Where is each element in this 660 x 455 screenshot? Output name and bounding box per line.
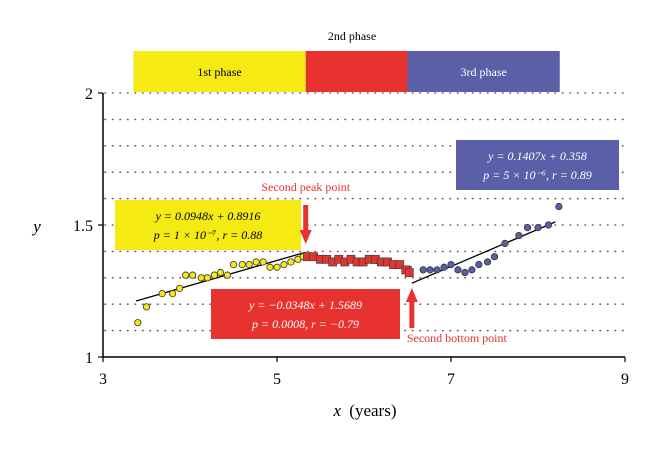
phase-label-3: 3rd phase <box>460 65 506 79</box>
data-point <box>175 284 184 292</box>
data-point <box>395 260 405 270</box>
peak-arrow-head <box>299 230 312 244</box>
data-point <box>475 260 483 269</box>
y-tick-label: 1.5 <box>73 218 93 235</box>
equation-box-3 <box>456 140 619 190</box>
phase-header-label: 2nd phase <box>328 29 376 43</box>
peak-point-label: Second peak point <box>261 180 350 194</box>
x-axis-label: x (years) <box>333 401 397 420</box>
data-point <box>223 271 232 279</box>
y-tick-label: 2 <box>85 86 93 103</box>
data-point <box>447 260 455 269</box>
data-point <box>483 258 492 266</box>
fit-line-3 <box>411 221 556 284</box>
axes: 1 1.5 2 3 5 7 9 <box>73 86 629 388</box>
data-points <box>134 202 563 327</box>
phase-bar-1 <box>133 51 306 92</box>
bottom-arrow-shaft <box>409 301 415 328</box>
peak-arrow-shaft <box>303 205 309 231</box>
x-axis-unit: (years) <box>349 401 396 420</box>
equation-line: y = 0.1407x + 0.358 <box>487 149 587 163</box>
data-point <box>287 258 295 266</box>
data-point <box>515 231 523 240</box>
data-point <box>544 221 553 229</box>
data-point <box>440 263 448 271</box>
data-point <box>158 290 166 298</box>
data-point <box>501 239 509 248</box>
data-point <box>229 260 238 269</box>
equation-stats: p = 0.0008, r = −0.79 <box>251 317 359 331</box>
equation-box-2 <box>211 289 400 339</box>
bottom-arrow-head <box>405 288 418 302</box>
data-point <box>259 258 267 266</box>
x-tick-label: 9 <box>621 371 629 388</box>
equation-line: y = −0.0348x + 1.5689 <box>248 298 362 312</box>
data-point <box>266 263 274 271</box>
x-tick-label: 5 <box>273 371 281 388</box>
bottom-point-label: Second bottom point <box>407 331 508 345</box>
data-point <box>252 258 260 266</box>
x-axis-variable: x <box>333 401 342 420</box>
data-point <box>433 266 441 274</box>
data-point <box>426 266 434 274</box>
data-point <box>404 268 414 277</box>
data-point <box>245 260 253 269</box>
data-point <box>468 266 476 274</box>
data-point <box>273 263 281 271</box>
data-point <box>534 224 542 232</box>
data-point <box>189 271 197 279</box>
data-point <box>238 260 246 269</box>
data-point <box>280 260 288 269</box>
data-point <box>210 271 218 279</box>
data-point <box>555 202 563 211</box>
x-tick-label: 7 <box>447 371 455 388</box>
data-point <box>169 290 177 298</box>
annotations: Second peak point Second bottom point <box>261 180 507 345</box>
data-point <box>216 268 225 277</box>
data-point <box>490 253 499 261</box>
data-point <box>523 224 532 232</box>
y-tick-label: 1 <box>85 350 93 367</box>
phase-bar-2 <box>305 51 408 92</box>
data-point <box>454 266 462 274</box>
data-point <box>197 274 205 282</box>
equation-box-1 <box>115 200 301 250</box>
data-point <box>134 319 142 327</box>
data-point <box>203 274 211 282</box>
phase-bars: 1st phase 3rd phase <box>133 51 560 92</box>
phase-bar-3 <box>407 51 560 92</box>
equation-line: y = 0.0948x + 0.8916 <box>155 209 261 223</box>
x-tick-label: 3 <box>99 371 107 388</box>
equation-stats: p = 1 × 10⁻⁷, r = 0.88 <box>153 228 262 242</box>
equation-stats: p = 5 × 10⁻⁶, r = 0.89 <box>482 168 591 182</box>
data-point <box>142 303 151 311</box>
equation-boxes: y = 0.0948x + 0.8916 p = 1 × 10⁻⁷, r = 0.… <box>115 140 619 339</box>
data-point <box>461 268 469 277</box>
y-axis-label: y <box>31 217 41 236</box>
data-point <box>419 266 427 274</box>
data-point <box>182 271 190 279</box>
phase-label-1: 1st phase <box>197 65 241 79</box>
